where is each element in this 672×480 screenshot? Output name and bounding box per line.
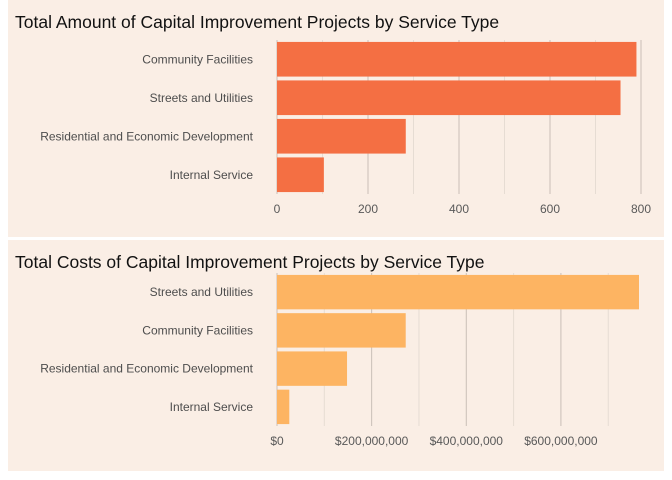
category-label: Residential and Economic Development — [40, 129, 253, 143]
category-label: Community Facilities — [142, 52, 253, 66]
bar — [277, 80, 621, 116]
bar — [277, 157, 324, 193]
x-tick-label: $200,000,000 — [335, 434, 409, 448]
category-label: Internal Service — [170, 168, 254, 182]
x-tick-label: $600,000,000 — [524, 434, 598, 448]
category-label: Residential and Economic Development — [40, 362, 253, 376]
x-tick-label: 0 — [274, 202, 281, 216]
chart-panel-amount: Total Amount of Capital Improvement Proj… — [8, 0, 664, 237]
x-tick-label: $400,000,000 — [430, 434, 504, 448]
x-tick-label: 600 — [540, 202, 560, 216]
bar — [277, 351, 348, 386]
x-tick-label: 800 — [631, 202, 651, 216]
chart-panel-costs: Total Costs of Capital Improvement Proje… — [8, 240, 664, 471]
chart-title: Total Amount of Capital Improvement Proj… — [15, 12, 500, 32]
chart-title: Total Costs of Capital Improvement Proje… — [15, 252, 485, 272]
x-tick-label: 400 — [449, 202, 469, 216]
bar — [277, 313, 406, 348]
category-label: Streets and Utilities — [150, 91, 253, 105]
bar — [277, 389, 290, 425]
bar — [277, 118, 406, 154]
bar — [277, 41, 637, 77]
category-label: Internal Service — [170, 400, 254, 414]
bar — [277, 274, 639, 310]
bar-chart-amount: Community Facilities Streets and Utilitie… — [40, 40, 651, 216]
x-tick-label: 200 — [358, 202, 378, 216]
bar-chart-costs: Streets and Utilities Community Facilitie… — [40, 273, 639, 448]
category-label: Community Facilities — [142, 323, 253, 337]
category-label: Streets and Utilities — [150, 285, 253, 299]
x-tick-label: $0 — [270, 434, 284, 448]
